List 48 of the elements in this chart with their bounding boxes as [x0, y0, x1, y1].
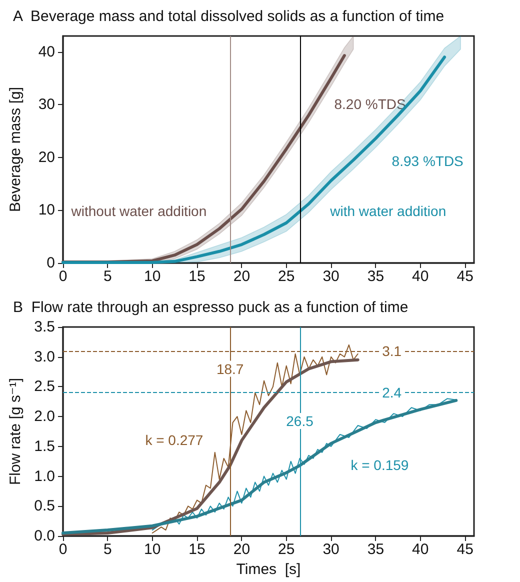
y-tick-label: 3.5 [34, 318, 55, 336]
annotation: with water addition [329, 202, 446, 219]
y-tick-label: 30 [38, 96, 55, 114]
x-tick-label: 35 [367, 541, 384, 558]
y-tick-label: 0.5 [34, 498, 55, 515]
x-tick-label: 20 [233, 541, 250, 558]
x-tick-label: 0 [58, 268, 68, 285]
y-tick-label: 3.0 [34, 348, 55, 366]
ref-line-label: 2.4 [382, 384, 402, 401]
y-tick-label: 2.0 [34, 408, 55, 426]
x-tick-label: 5 [104, 541, 112, 558]
y-tick-label: 40 [38, 43, 55, 60]
x-tick-label: 30 [322, 268, 340, 285]
x-tick-label: 15 [188, 541, 206, 558]
y-axis-title: Beverage mass [g] [7, 86, 24, 212]
chart-title: B Flow rate through an espresso puck as a function of time [13, 299, 408, 316]
y-tick-label: 1.5 [34, 438, 55, 455]
annotation: k = 0.159 [350, 456, 409, 473]
x-tick-label: 0 [58, 541, 68, 558]
annotation: 8.93 %TDS [392, 152, 464, 169]
annotation: 8.20 %TDS [334, 96, 406, 112]
x-tick-label: 5 [104, 268, 112, 285]
ref-line-label: 18.7 [216, 360, 244, 377]
x-tick-label: 45 [456, 541, 474, 558]
y-axis-title: Flow rate [g s⁻¹] [7, 378, 24, 486]
ref-line-label: 26.5 [286, 413, 314, 430]
x-tick-label: 25 [278, 268, 295, 285]
x-tick-label: 20 [233, 268, 250, 285]
y-tick-label: 2.5 [34, 378, 55, 396]
y-tick-label: 10 [38, 202, 55, 219]
x-tick-label: 40 [412, 541, 429, 558]
y-tick-label: 20 [38, 148, 55, 166]
y-tick-label: 0.0 [34, 528, 55, 544]
x-tick-label: 45 [456, 268, 474, 285]
ref-line-label: 3.1 [382, 342, 402, 359]
y-tick-label: 0 [46, 254, 55, 272]
annotation: k = 0.277 [145, 432, 204, 448]
x-tick-label: 35 [367, 268, 384, 285]
x-tick-label: 30 [322, 541, 340, 558]
x-tick-label: 15 [188, 268, 206, 285]
x-tick-label: 10 [144, 541, 161, 558]
x-tick-label: 25 [278, 541, 295, 558]
annotation: without water addition [70, 202, 207, 219]
x-tick-label: 10 [144, 268, 161, 285]
x-axis-title: Times [s] [236, 560, 301, 578]
chart-title: A Beverage mass and total dissolved solids as a function of time [13, 8, 444, 25]
x-tick-label: 40 [412, 268, 429, 285]
y-tick-label: 1.0 [34, 468, 55, 485]
